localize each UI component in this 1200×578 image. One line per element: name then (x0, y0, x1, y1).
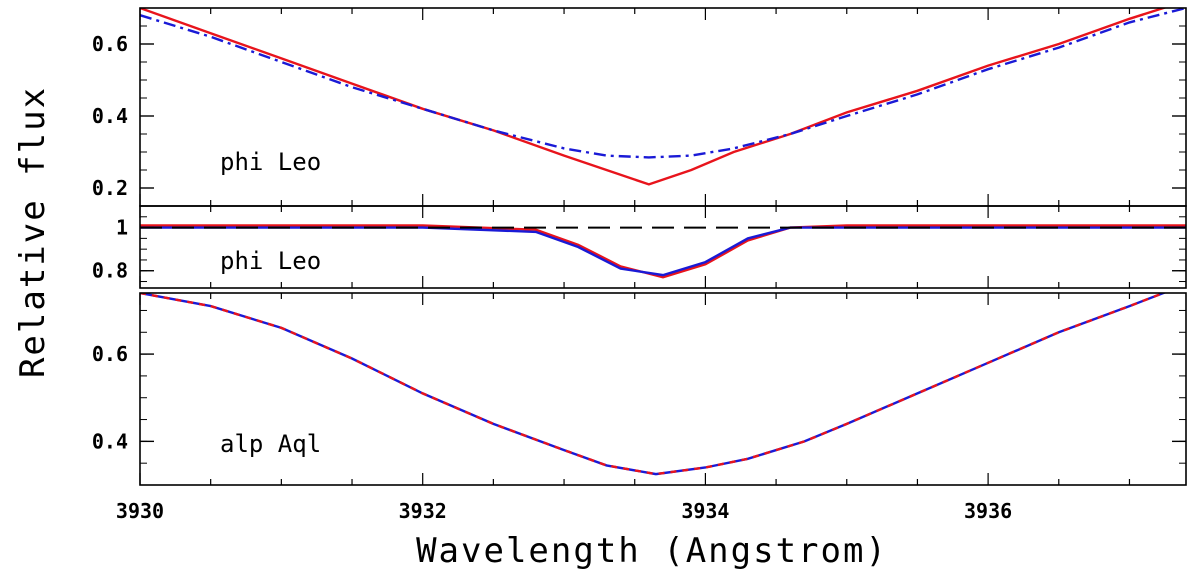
y-tick-label: 0.6 (92, 342, 128, 366)
x-tick-label: 3932 (399, 499, 447, 523)
panel-middle: 0.8 1 phi Leo (92, 205, 1187, 289)
x-tick-label: 3930 (116, 499, 164, 523)
series-model-top (140, 8, 1186, 159)
panel-top: 0.2 0.4 0.6 phi Leo (92, 7, 1187, 207)
y-tick-label: 0.2 (92, 176, 128, 200)
y-tick-label: 0.8 (92, 259, 128, 283)
panel-label-bottom: alp Aql (220, 430, 321, 458)
chart-panels: 0.2 0.4 0.6 phi Leo 0.8 1 phi Leo 0.4 0.6 alp Aql… (92, 7, 1187, 523)
y-axis-title: Relative flux (13, 86, 53, 378)
y-tick-label: 0.6 (92, 32, 128, 56)
panel-frame (139, 292, 1187, 486)
panel-frame (139, 7, 1187, 207)
series-observed-top (140, 8, 1168, 186)
x-tick-label: 3936 (964, 499, 1012, 523)
y-tick-label: 1 (116, 216, 128, 240)
panel-label-middle: phi Leo (220, 247, 321, 275)
x-axis-title: Wavelength (Angstrom) (416, 531, 888, 571)
panel-bottom: 0.4 0.6 alp Aql (92, 292, 1187, 486)
y-tick-label: 0.4 (92, 429, 128, 453)
series-observed-bottom (140, 293, 1167, 476)
series-observed-middle (140, 224, 1186, 279)
x-tick-label: 3934 (681, 499, 729, 523)
panel-label-top: phi Leo (220, 148, 321, 176)
panel-frame (139, 205, 1187, 289)
y-tick-label: 0.4 (92, 104, 128, 128)
